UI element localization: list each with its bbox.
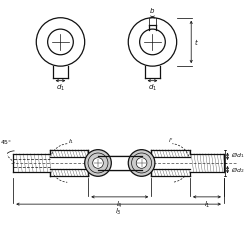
Text: $l_4$: $l_4$ bbox=[116, 200, 123, 210]
Text: $l_1$: $l_1$ bbox=[204, 200, 210, 210]
Text: $l_3$: $l_3$ bbox=[115, 207, 122, 217]
Text: $l_1$: $l_1$ bbox=[68, 137, 74, 146]
Bar bbox=[148, 24, 156, 30]
Text: $t$: $t$ bbox=[194, 37, 199, 47]
Text: $Ød_1$: $Ød_1$ bbox=[231, 150, 245, 160]
Text: $b$: $b$ bbox=[150, 6, 156, 15]
Text: 45°: 45° bbox=[1, 140, 12, 145]
Text: $d_1$: $d_1$ bbox=[148, 82, 157, 93]
Text: $d_1$: $d_1$ bbox=[56, 82, 65, 93]
Circle shape bbox=[93, 158, 103, 168]
Text: $Ød_2$: $Ød_2$ bbox=[231, 165, 244, 174]
Circle shape bbox=[128, 150, 155, 176]
Text: $l'$: $l'$ bbox=[168, 136, 173, 145]
Circle shape bbox=[136, 158, 147, 168]
Bar bbox=[98, 156, 142, 170]
Circle shape bbox=[85, 150, 111, 176]
